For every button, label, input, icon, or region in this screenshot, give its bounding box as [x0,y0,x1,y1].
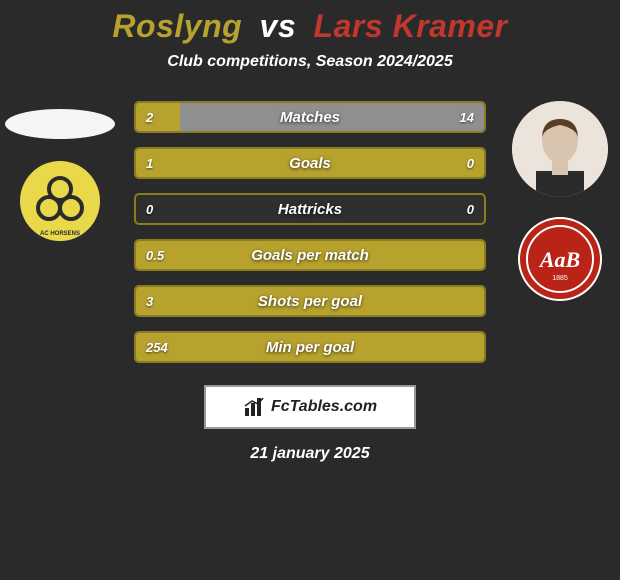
subtitle: Club competitions, Season 2024/2025 [0,53,620,71]
comparison-panel: AC HORSENS AaB 1885 214Matches 10Goals 00H… [0,101,620,363]
left-player-column: AC HORSENS [0,101,120,243]
svg-text:AC HORSENS: AC HORSENS [40,231,80,237]
stat-row: 3Shots per goal [134,285,486,317]
left-club-badge: AC HORSENS [18,159,102,243]
aab-logo-icon: AaB 1885 [518,217,602,301]
chart-icon [243,396,265,418]
brand-text: FcTables.com [271,398,377,416]
bar-label: Shots per goal [136,287,484,315]
right-club-badge: AaB 1885 [518,217,602,301]
brand-main: Tables.com [290,398,377,415]
stat-row: 214Matches [134,101,486,133]
person-silhouette-icon [512,101,608,197]
svg-text:1885: 1885 [552,275,568,282]
title-vs: vs [260,8,297,44]
stat-row: 10Goals [134,147,486,179]
bar-label: Goals [136,149,484,177]
brand-prefix: Fc [271,398,290,415]
title-right: Lars Kramer [314,8,508,44]
svg-text:AaB: AaB [538,247,580,272]
bar-label: Goals per match [136,241,484,269]
bar-label: Min per goal [136,333,484,361]
date-label: 21 january 2025 [0,445,620,463]
left-player-avatar [5,109,115,139]
bar-label: Hattricks [136,195,484,223]
right-player-column: AaB 1885 [500,101,620,301]
page-title: Roslyng vs Lars Kramer [0,0,620,45]
stat-row: 0.5Goals per match [134,239,486,271]
stat-row: 254Min per goal [134,331,486,363]
title-left: Roslyng [112,8,242,44]
bar-label: Matches [136,103,484,131]
right-player-avatar [512,101,608,197]
horsens-logo-icon: AC HORSENS [18,159,102,243]
stat-row: 00Hattricks [134,193,486,225]
stats-bars: 214Matches 10Goals 00Hattricks 0.5Goals per… [134,101,486,363]
source-badge: FcTables.com [204,385,416,429]
